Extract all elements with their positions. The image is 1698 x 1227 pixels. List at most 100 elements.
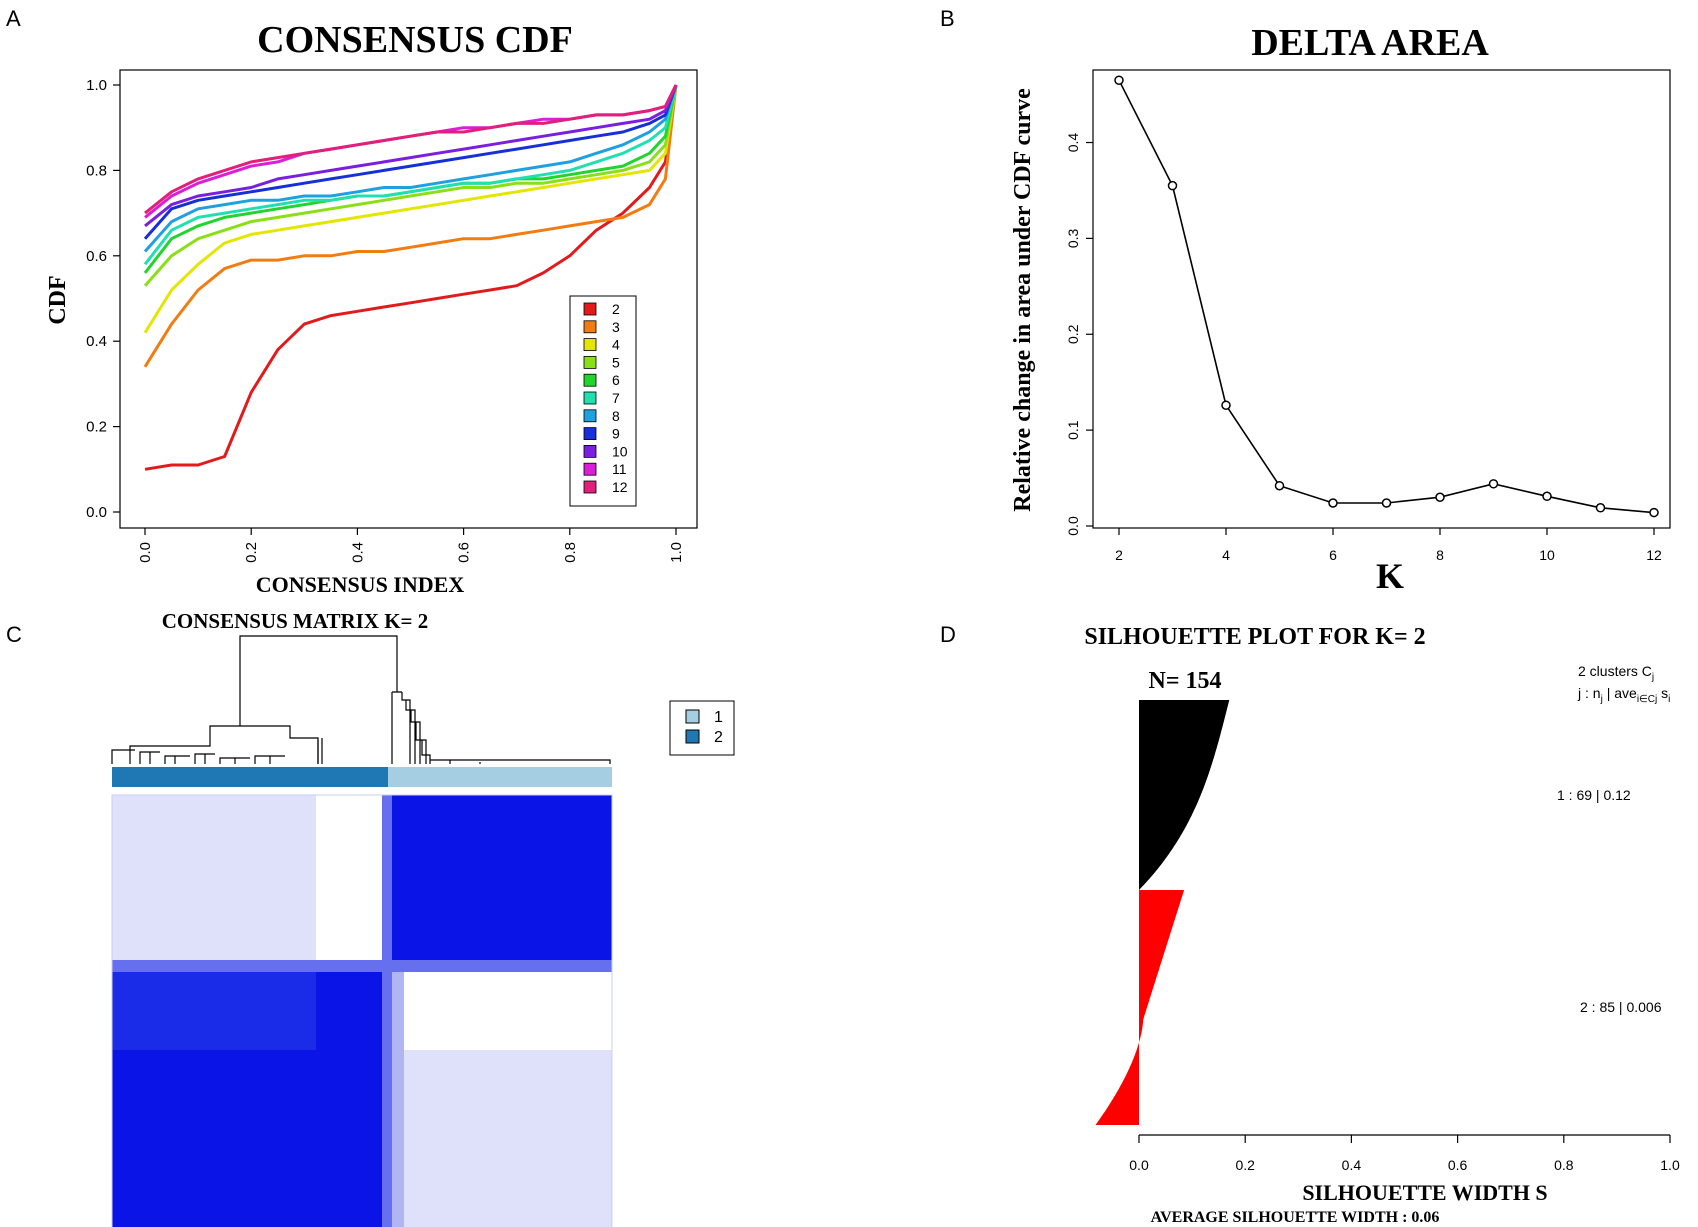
heatmap-frame xyxy=(111,794,613,1227)
delta-point xyxy=(1435,492,1445,502)
cdf-y-tick-label: 0.6 xyxy=(86,248,107,265)
delta-point xyxy=(1649,507,1659,518)
cdf-line-k5 xyxy=(143,84,678,287)
dendrogram xyxy=(111,635,611,764)
silhouette-header-s2a: j xyxy=(1600,694,1603,705)
delta-x-tick-label: 6 xyxy=(1329,547,1337,563)
cdf-legend: 2 3 45 6 7 8 910 11 12 xyxy=(583,301,628,495)
silhouette-x-tick-label: 1.0 xyxy=(1660,1157,1680,1173)
delta-x-tick-label: 4 xyxy=(1222,547,1230,563)
cdf-legend-swatch xyxy=(583,462,597,476)
silhouette-header-2b: | ave xyxy=(1603,685,1637,701)
cdf-legend-label: 12 xyxy=(612,479,628,495)
cdf-y-tick-label: 0.8 xyxy=(86,162,107,179)
consensus-cdf-chart: CONSENSUS CDF 0.00.20.40.60.81.0 0.0 0.2 0… xyxy=(45,19,698,597)
cdf-legend-swatch xyxy=(583,480,597,494)
cdf-plot-frame xyxy=(119,69,698,529)
cdf-legend-swatch xyxy=(583,427,597,441)
cdf-x-tick-label: 0.2 xyxy=(243,542,260,563)
cdf-legend-swatch xyxy=(583,373,597,387)
delta-series xyxy=(1114,75,1659,518)
delta-x-axis: 2 4 6 8 10 12 xyxy=(1115,528,1662,563)
cdf-line-k12 xyxy=(144,84,678,215)
delta-x-tick-label: 8 xyxy=(1436,547,1444,563)
cdf-y-tick-label: 0.2 xyxy=(86,419,107,436)
cdf-line-k11 xyxy=(144,84,678,219)
cdf-line-k10 xyxy=(144,84,678,228)
cdf-y-tick-label: 0.0 xyxy=(86,504,107,521)
cdf-line-k4 xyxy=(143,84,678,334)
silhouette-header-line2: j : nj | avei∈Cj si xyxy=(1577,685,1670,705)
panel-label-c: C xyxy=(6,622,22,647)
heatmap-separator-row xyxy=(112,960,612,972)
heatmap-block-bl xyxy=(112,1050,388,1227)
cdf-legend-label: 5 xyxy=(612,354,620,370)
cdf-legend-label: 6 xyxy=(612,372,620,388)
cdf-y-tick-label: 1.0 xyxy=(86,77,107,94)
delta-x-label: K xyxy=(1376,556,1404,596)
cdf-series-lines xyxy=(143,84,678,471)
cdf-legend-swatch xyxy=(583,320,597,334)
cdf-legend-label: 2 xyxy=(612,301,620,317)
cdf-x-tick-label: 0.8 xyxy=(562,542,579,563)
cdf-y-axis: 0.0 0.2 0.4 0.6 0.8 1.0 xyxy=(86,77,120,521)
cdf-x-tick-label: 0.6 xyxy=(456,542,473,563)
delta-y-label: Relative change in area under CDF curve xyxy=(1010,88,1036,512)
cdf-line-k3 xyxy=(143,84,678,368)
delta-point xyxy=(1167,180,1178,191)
silhouette-cluster-1-bars xyxy=(1139,700,1230,890)
cdf-legend-label: 7 xyxy=(612,390,620,406)
silhouette-title: SILHOUETTE PLOT FOR K= 2 xyxy=(1084,624,1425,650)
cdf-line-k9 xyxy=(143,84,678,240)
panel-label-a: A xyxy=(6,6,21,31)
silhouette-plot: SILHOUETTE PLOT FOR K= 2 N= 154 2 cluste… xyxy=(1084,624,1680,1226)
delta-point xyxy=(1274,480,1285,491)
silhouette-header-sub1: j xyxy=(1651,672,1654,683)
heatmap-block-mr xyxy=(388,970,612,1050)
cdf-legend-swatch xyxy=(583,444,597,458)
silhouette-header-2a: j : n xyxy=(1577,685,1601,701)
silhouette-n: N= 154 xyxy=(1148,668,1221,694)
matrix-legend-label-2: 2 xyxy=(714,729,723,746)
cdf-legend-label: 3 xyxy=(612,319,620,335)
delta-point xyxy=(1114,75,1124,85)
cdf-title: CONSENSUS CDF xyxy=(257,19,573,61)
silhouette-bars xyxy=(1095,700,1230,1125)
cdf-legend-label: 10 xyxy=(612,443,628,459)
cdf-y-label: CDF xyxy=(45,275,71,324)
silhouette-cluster-1-label: 1 : 69 | 0.12 xyxy=(1557,787,1631,803)
delta-line xyxy=(1118,79,1655,514)
delta-y-tick-label: 0.3 xyxy=(1065,228,1081,248)
delta-x-tick-label: 12 xyxy=(1646,547,1662,563)
delta-y-tick-label: 0.1 xyxy=(1065,420,1081,440)
matrix-legend-swatch-2 xyxy=(685,729,700,744)
silhouette-x-tick-label: 0.2 xyxy=(1235,1157,1255,1173)
cdf-legend-swatch xyxy=(583,355,597,369)
silhouette-x-axis: 0.0 0.2 0.4 0.6 0.8 1.0 xyxy=(1129,1135,1680,1173)
cdf-legend-label: 8 xyxy=(612,408,620,424)
silhouette-footer: AVERAGE SILHOUETTE WIDTH : 0.06 xyxy=(1151,1209,1440,1226)
cdf-x-axis: 0.0 0.2 0.4 0.6 0.8 1.0 xyxy=(137,528,685,563)
cluster-bar-2 xyxy=(112,767,388,787)
delta-y-tick-label: 0.0 xyxy=(1065,516,1081,536)
silhouette-cluster-2-label: 2 : 85 | 0.006 xyxy=(1580,999,1662,1015)
matrix-title: CONSENSUS MATRIX K= 2 xyxy=(162,609,429,633)
cdf-legend-swatch xyxy=(583,409,597,423)
matrix-heatmap xyxy=(111,794,613,1227)
delta-point xyxy=(1542,491,1552,502)
silhouette-header-s2b: i∈Cj xyxy=(1637,694,1657,705)
heatmap-block-tl-white xyxy=(316,795,388,970)
consensus-matrix: CONSENSUS MATRIX K= 2 1 2 xyxy=(111,609,735,1227)
cdf-x-label: CONSENSUS INDEX xyxy=(256,572,465,597)
cdf-x-tick-label: 1.0 xyxy=(668,542,685,563)
heatmap-block-tl xyxy=(112,795,316,970)
silhouette-x-tick-label: 0.6 xyxy=(1448,1157,1468,1173)
delta-y-tick-label: 0.4 xyxy=(1065,133,1081,153)
delta-y-axis: 0.0 0.1 0.2 0.3 0.4 xyxy=(1065,133,1093,536)
cdf-legend-box xyxy=(569,295,637,507)
cdf-legend-swatch xyxy=(583,302,597,316)
delta-point xyxy=(1595,503,1606,513)
silhouette-x-label: SILHOUETTE WIDTH S xyxy=(1302,1180,1547,1205)
cdf-x-tick-label: 0.4 xyxy=(349,542,366,563)
